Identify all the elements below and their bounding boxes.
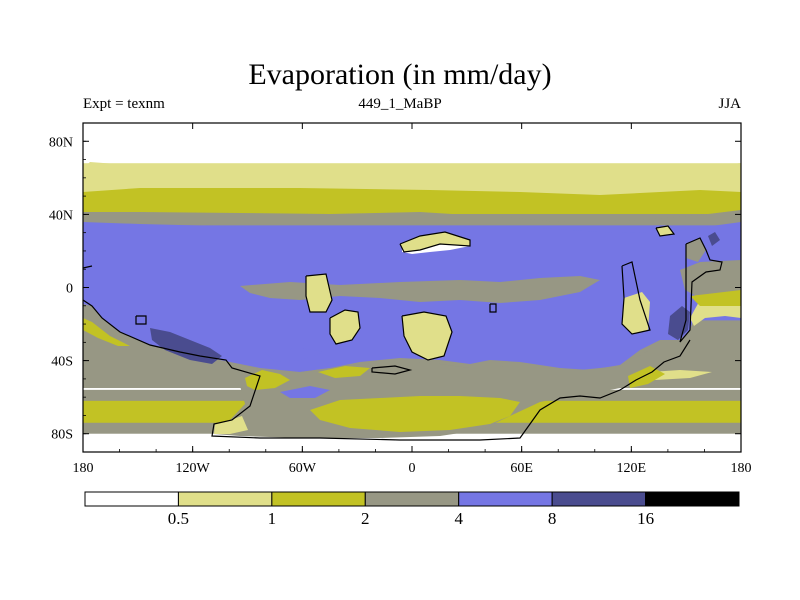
experiment-label: Expt = texnm (83, 96, 165, 112)
southeast-light (650, 370, 712, 380)
x-tick-label: 120E (617, 461, 647, 476)
north-olive-band (83, 188, 741, 214)
colorbar-box-1 (177, 491, 273, 507)
colorbar-box-2 (271, 491, 366, 507)
coastline-10 (489, 303, 497, 313)
dark-blue-east (668, 306, 690, 340)
colorbar-box-0 (84, 491, 179, 507)
y-tick-label: 40N (49, 208, 73, 223)
south-light-left (214, 416, 248, 434)
y-tick-label: 0 (66, 282, 73, 297)
colorbar-label: 1 (268, 509, 277, 528)
colorbar-label: 0.5 (168, 509, 189, 528)
north-gray-band (83, 210, 741, 225)
season-label: JJA (718, 96, 741, 112)
colorbar-box-5 (551, 491, 647, 507)
colorbar-label: 4 (454, 509, 463, 528)
coastline-8 (83, 299, 691, 441)
east-continent-light (622, 292, 650, 334)
coastline-4 (399, 231, 471, 253)
central-island-1 (306, 274, 332, 312)
central-island-2 (330, 310, 360, 344)
colorbar-label: 2 (361, 509, 370, 528)
south-blue-patch-2 (280, 386, 330, 398)
colorbar-label: 16 (637, 509, 654, 528)
x-tick-label: 0 (409, 461, 416, 476)
y-tick-label: 80S (51, 428, 73, 443)
south-olive-tongue (310, 396, 520, 432)
south-blue-patch-1 (265, 348, 325, 362)
y-tick-label: 40S (51, 355, 73, 370)
southeast-olive (628, 366, 665, 388)
coastline-5 (621, 261, 651, 335)
colorbar-box-4 (458, 491, 553, 507)
x-tick-label: 120W (176, 461, 211, 476)
west-coast-olive (83, 318, 130, 346)
east-olive-fringe (690, 290, 741, 306)
x-tick-label: 60E (510, 461, 533, 476)
chart-title: Evaporation (in mm/day) (248, 58, 552, 91)
dark-blue-north (708, 232, 720, 246)
dark-blue-west (150, 328, 222, 364)
coastline-11 (135, 315, 147, 325)
colorbar-box-6 (645, 491, 740, 507)
central-island-3-edge (402, 312, 452, 360)
contour-layer (83, 162, 741, 452)
coastline-6 (655, 225, 676, 237)
coastline-7 (679, 237, 723, 343)
coastline-1 (305, 273, 333, 313)
period-label: 449_1_MaBP (358, 96, 442, 112)
coastline-3 (401, 311, 453, 361)
coastline-9 (371, 365, 413, 375)
ne-coast-gray (686, 238, 706, 262)
coastline-0 (83, 265, 93, 269)
south-polar-strip (165, 446, 400, 452)
colorbar-box-3 (364, 491, 460, 507)
x-tick-label: 60W (289, 461, 317, 476)
colorbar-label: 8 (548, 509, 557, 528)
east-pacific-gray (680, 260, 741, 300)
y-tick-label: 80N (49, 135, 73, 150)
x-tick-label: 180 (73, 461, 94, 476)
coastline-2 (329, 309, 361, 345)
x-tick-label: 180 (731, 461, 752, 476)
south-olive-mid (318, 366, 370, 378)
southern-gray-region (170, 340, 690, 438)
